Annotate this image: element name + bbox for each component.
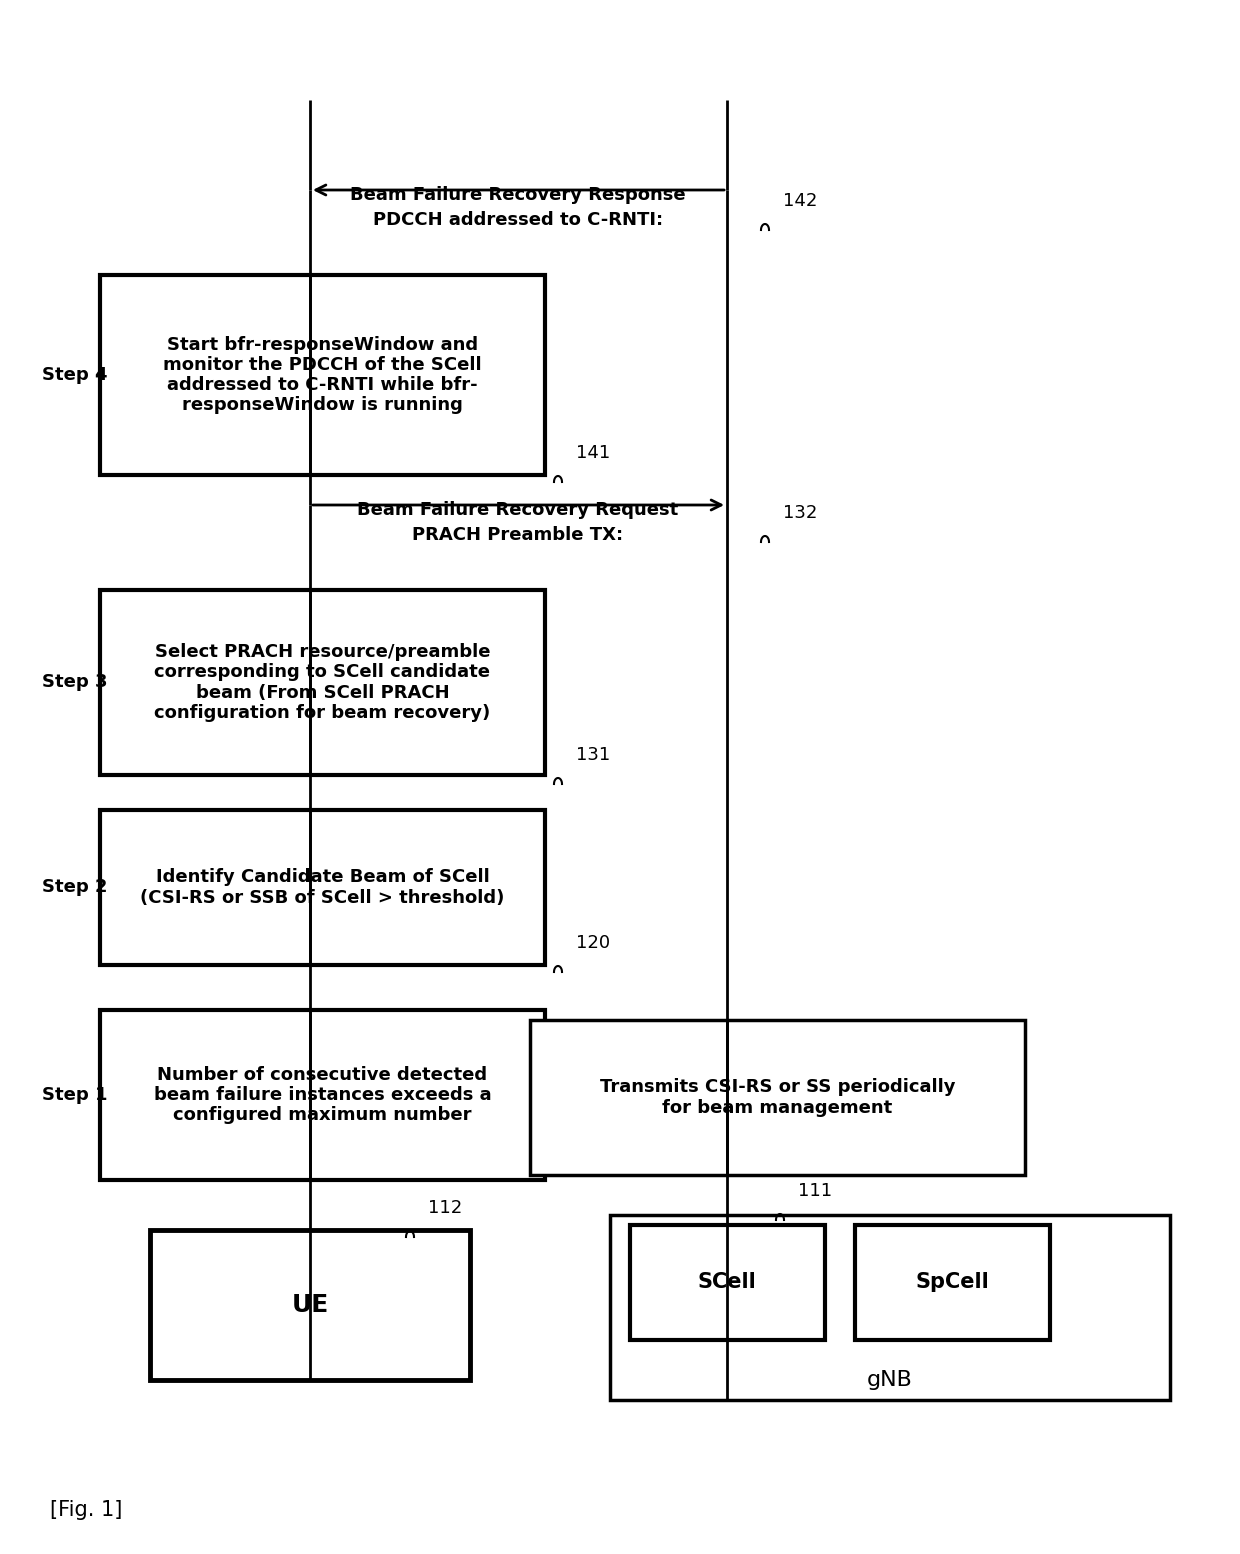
Text: [Fig. 1]: [Fig. 1]: [50, 1500, 123, 1520]
Text: configuration for beam recovery): configuration for beam recovery): [154, 704, 491, 721]
Text: Step 2: Step 2: [42, 878, 108, 897]
Text: 132: 132: [782, 503, 817, 522]
Text: Beam Failure Recovery Request: Beam Failure Recovery Request: [357, 500, 678, 519]
Text: gNB: gNB: [867, 1371, 913, 1389]
Bar: [610, 1215, 1171, 1400]
Text: PRACH Preamble TX:: PRACH Preamble TX:: [413, 525, 624, 544]
Bar: [100, 591, 546, 775]
Text: 111: 111: [799, 1183, 832, 1200]
Text: beam (From SCell PRACH: beam (From SCell PRACH: [196, 684, 449, 701]
Text: Step 3: Step 3: [42, 673, 108, 692]
Text: Beam Failure Recovery Response: Beam Failure Recovery Response: [350, 186, 686, 204]
Text: 112: 112: [428, 1200, 463, 1217]
Text: Start bfr-responseWindow and: Start bfr-responseWindow and: [167, 336, 479, 354]
Text: PDCCH addressed to C-RNTI:: PDCCH addressed to C-RNTI:: [373, 211, 663, 228]
Bar: [100, 275, 546, 476]
Text: Select PRACH resource/preamble: Select PRACH resource/preamble: [155, 643, 490, 662]
Text: monitor the PDCCH of the SCell: monitor the PDCCH of the SCell: [164, 356, 482, 375]
Bar: [100, 1010, 546, 1179]
Bar: [529, 1019, 1025, 1175]
Text: 141: 141: [577, 444, 610, 462]
Text: responseWindow is running: responseWindow is running: [182, 396, 463, 415]
Text: 120: 120: [577, 934, 610, 953]
Text: corresponding to SCell candidate: corresponding to SCell candidate: [155, 664, 491, 681]
Text: Transmits CSI-RS or SS periodically: Transmits CSI-RS or SS periodically: [600, 1078, 955, 1097]
Text: addressed to C-RNTI while bfr-: addressed to C-RNTI while bfr-: [167, 376, 477, 395]
Text: 142: 142: [782, 193, 817, 210]
Text: 131: 131: [577, 746, 610, 765]
Text: beam failure instances exceeds a: beam failure instances exceeds a: [154, 1086, 491, 1103]
Text: Identify Candidate Beam of SCell: Identify Candidate Beam of SCell: [156, 869, 490, 886]
Bar: [856, 1225, 1050, 1340]
Text: UE: UE: [291, 1293, 329, 1316]
Text: configured maximum number: configured maximum number: [174, 1106, 471, 1124]
Text: SpCell: SpCell: [915, 1273, 988, 1291]
Text: Number of consecutive detected: Number of consecutive detected: [157, 1066, 487, 1083]
Text: for beam management: for beam management: [662, 1099, 893, 1117]
Text: Step 1: Step 1: [42, 1086, 108, 1103]
Text: (CSI-RS or SSB of SCell > threshold): (CSI-RS or SSB of SCell > threshold): [140, 889, 505, 906]
Text: Step 4: Step 4: [42, 367, 108, 384]
Text: SCell: SCell: [698, 1273, 756, 1291]
Bar: [150, 1231, 470, 1380]
Bar: [100, 810, 546, 965]
Bar: [630, 1225, 825, 1340]
